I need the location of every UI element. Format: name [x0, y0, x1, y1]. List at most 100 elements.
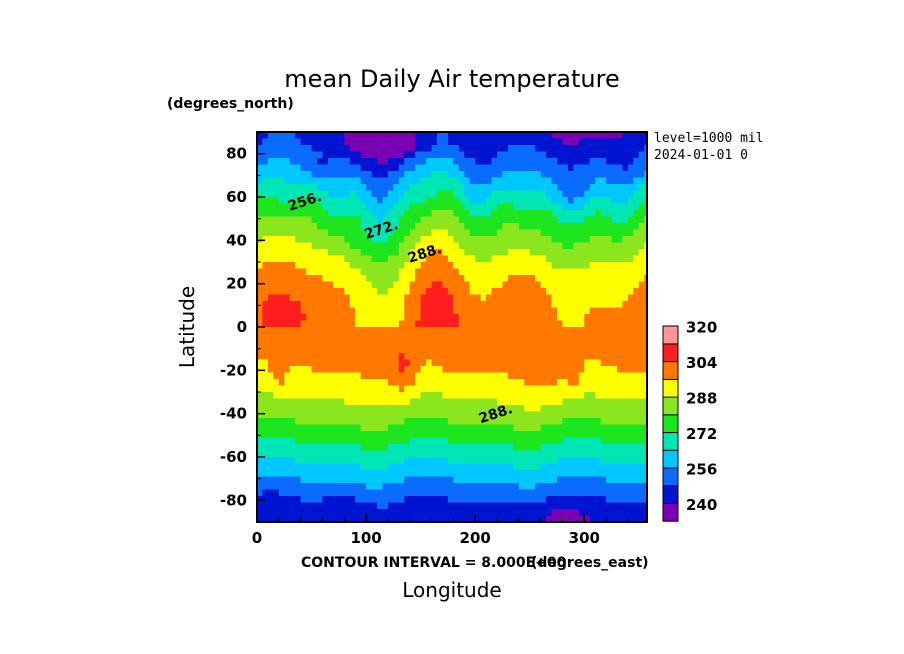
heatmap-cell: [431, 470, 438, 478]
heatmap-cell: [366, 223, 373, 231]
heatmap-cell: [371, 158, 378, 166]
heatmap-cell: [377, 197, 384, 205]
heatmap-cell: [377, 424, 384, 432]
heatmap-cell: [366, 476, 373, 484]
heatmap-cell: [289, 405, 296, 413]
heatmap-cell: [524, 138, 531, 146]
heatmap-cell: [278, 489, 285, 497]
heatmap-cell: [589, 249, 596, 257]
heatmap-cell: [584, 275, 591, 283]
heatmap-cell: [327, 138, 334, 146]
heatmap-cell: [409, 509, 416, 517]
heatmap-cell: [546, 184, 553, 192]
heatmap-cell: [518, 346, 525, 354]
heatmap-cell: [638, 138, 645, 146]
heatmap-cell: [442, 457, 449, 465]
heatmap-cell: [589, 184, 596, 192]
heatmap-cell: [453, 450, 460, 458]
heatmap-cell: [333, 249, 340, 257]
heatmap-cell: [327, 177, 334, 185]
heatmap-cell: [273, 476, 280, 484]
heatmap-cell: [437, 177, 444, 185]
heatmap-cell: [486, 301, 493, 309]
heatmap-cell: [366, 398, 373, 406]
heatmap-cell: [633, 184, 640, 192]
heatmap-cell: [371, 340, 378, 348]
heatmap-cell: [633, 489, 640, 497]
heatmap-cell: [573, 216, 580, 224]
heatmap-cell: [453, 262, 460, 270]
heatmap-cell: [589, 262, 596, 270]
heatmap-cell: [437, 236, 444, 244]
heatmap-cell: [371, 320, 378, 328]
heatmap-cell: [349, 164, 356, 172]
heatmap-cell: [338, 392, 345, 400]
heatmap-cell: [306, 457, 313, 465]
heatmap-cell: [644, 405, 647, 413]
heatmap-cell: [382, 515, 389, 522]
heatmap-cell: [295, 307, 302, 315]
heatmap-cell: [502, 314, 509, 322]
heatmap-cell: [333, 496, 340, 504]
heatmap-cell: [284, 216, 291, 224]
heatmap-cell: [622, 268, 629, 276]
heatmap-cell: [606, 132, 613, 140]
heatmap-cell: [317, 320, 324, 328]
heatmap-cell: [529, 164, 536, 172]
heatmap-cell: [562, 249, 569, 257]
heatmap-cell: [387, 470, 394, 478]
heatmap-cell: [349, 301, 356, 309]
heatmap-cell: [306, 476, 313, 484]
heatmap-cell: [617, 229, 624, 237]
heatmap-cell: [393, 171, 400, 179]
heatmap-cell: [529, 450, 536, 458]
heatmap-cell: [415, 483, 422, 491]
heatmap-cell: [371, 288, 378, 296]
heatmap-cell: [447, 229, 454, 237]
heatmap-cell: [387, 151, 394, 159]
heatmap-cell: [442, 327, 449, 335]
heatmap-cell: [300, 457, 307, 465]
heatmap-cell: [338, 502, 345, 510]
heatmap-cell: [387, 327, 394, 335]
heatmap-cell: [513, 470, 520, 478]
heatmap-cell: [546, 281, 553, 289]
heatmap-cell: [600, 444, 607, 452]
heatmap-cell: [513, 320, 520, 328]
heatmap-cell: [371, 489, 378, 497]
heatmap-cell: [333, 340, 340, 348]
heatmap-cell: [464, 450, 471, 458]
heatmap-cell: [589, 171, 596, 179]
heatmap-cell: [453, 346, 460, 354]
heatmap-cell: [524, 275, 531, 283]
heatmap-cell: [415, 476, 422, 484]
heatmap-cell: [502, 138, 509, 146]
heatmap-cell: [546, 392, 553, 400]
heatmap-cell: [617, 392, 624, 400]
heatmap-cell: [349, 340, 356, 348]
heatmap-cell: [546, 158, 553, 166]
heatmap-cell: [573, 301, 580, 309]
heatmap-cell: [644, 353, 647, 361]
heatmap-cell: [447, 450, 454, 458]
heatmap-cell: [398, 132, 405, 140]
heatmap-cell: [349, 262, 356, 270]
heatmap-cell: [611, 379, 618, 387]
heatmap-cell: [267, 301, 274, 309]
heatmap-cell: [426, 327, 433, 335]
heatmap-cell: [306, 509, 313, 517]
heatmap-cell: [529, 249, 536, 257]
heatmap-cell: [611, 190, 618, 198]
heatmap-cell: [322, 281, 329, 289]
heatmap-cell: [540, 249, 547, 257]
heatmap-cell: [289, 281, 296, 289]
heatmap-cell: [284, 164, 291, 172]
heatmap-cell: [518, 281, 525, 289]
heatmap-cell: [480, 145, 487, 153]
heatmap-cell: [273, 496, 280, 504]
heatmap-cell: [513, 164, 520, 172]
heatmap-cell: [595, 249, 602, 257]
heatmap-cell: [327, 223, 334, 231]
heatmap-cell: [633, 359, 640, 367]
heatmap-cell: [273, 242, 280, 250]
